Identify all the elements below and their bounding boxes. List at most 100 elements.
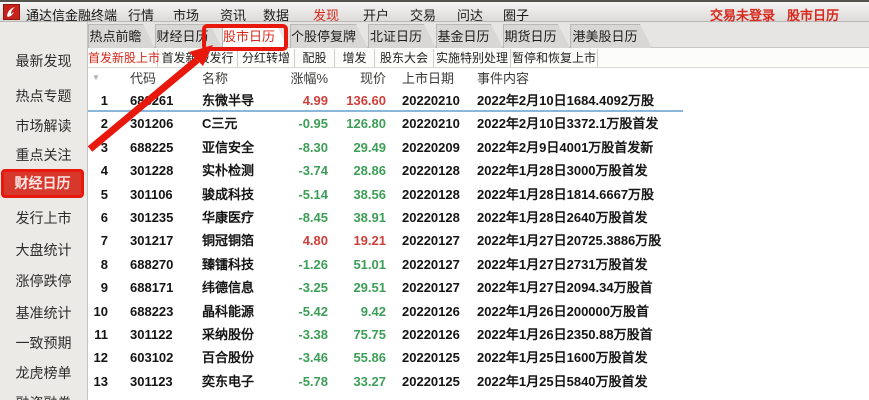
- cell-change: 4.80: [302, 233, 328, 249]
- sidebar-item-active[interactable]: 财经日历: [1, 169, 84, 198]
- cell-code: 301106: [130, 186, 173, 202]
- calendar-tab[interactable]: 港美股日历: [570, 24, 652, 48]
- table-header-row: ▼ 代码 名称 涨幅% 现价 上市日期 事件内容: [88, 68, 688, 89]
- calendar-tab[interactable]: 热点前瞻: [88, 24, 155, 48]
- cell-price: 38.56: [353, 186, 386, 202]
- table-row[interactable]: 13 301123 奕东电子 -5.78 33.27 20220125 2022年1月25日…: [88, 370, 683, 393]
- cell-price: 51.01: [353, 256, 386, 272]
- calendar-tab-bar: 热点前瞻 财经日历 股市日历 个股停复牌 北证日历 基金日历 期货日历 港美股日历: [88, 22, 869, 48]
- cell-name: 臻镭科技: [202, 256, 255, 272]
- cell-change: -3.25: [298, 280, 328, 296]
- cell-event: 2022年1月28日2640万股首发: [477, 210, 648, 225]
- sidebar-item[interactable]: 基准统计: [15, 305, 72, 321]
- table-row[interactable]: 14: [88, 393, 683, 400]
- col-header-date[interactable]: 上市日期: [402, 71, 455, 86]
- top-menu-item[interactable]: 行情: [128, 8, 155, 23]
- cell-change: -8.45: [298, 210, 328, 225]
- top-menu-item[interactable]: 发现: [313, 8, 340, 23]
- cell-change: -5.14: [298, 186, 328, 202]
- calendar-tab[interactable]: 基金日历: [436, 24, 503, 48]
- table-row[interactable]: 7 301217 铜冠铜箔 4.80 19.21 20220127 2022年1月27日20…: [88, 229, 683, 252]
- cell-date: 20220210: [402, 93, 460, 108]
- sort-descending-icon[interactable]: ▼: [92, 73, 100, 82]
- col-header-price[interactable]: 现价: [359, 71, 386, 86]
- cell-price: 38.91: [353, 210, 386, 225]
- sidebar-item[interactable]: 发行上市: [15, 210, 72, 226]
- subtab-item[interactable]: 分红转增: [238, 49, 295, 67]
- cell-name: 晶科能源: [202, 303, 255, 319]
- table-row[interactable]: 1 688261 东微半导 4.99 136.60 20220210 2022年2月10日1…: [88, 89, 683, 113]
- subtab-active[interactable]: 首发新股上市: [88, 49, 161, 67]
- sidebar-item[interactable]: 大盘统计: [15, 242, 72, 258]
- col-header-change[interactable]: 涨幅%: [290, 71, 328, 86]
- table-row[interactable]: 9 688171 纬德信息 -3.25 29.51 20220127 2022年1月27日2…: [88, 276, 683, 299]
- row-seq: 5: [100, 186, 108, 202]
- table-row[interactable]: 4 301228 实朴检测 -3.74 28.86 20220128 2022年1月28日3…: [88, 159, 683, 182]
- subtab-item[interactable]: 配股: [295, 49, 335, 67]
- cell-name: 铜冠铜箔: [202, 233, 255, 249]
- cell-event: 2022年1月27日2094.34万股首: [477, 280, 653, 296]
- sidebar-item[interactable]: 最新发现: [15, 53, 72, 69]
- cell-date: 20220127: [402, 280, 460, 296]
- cell-event: 2022年1月27日20725.3886万股: [477, 233, 662, 249]
- sidebar-item[interactable]: 涨停跌停: [15, 273, 72, 289]
- table-row[interactable]: 10 688223 晶科能源 -5.42 9.42 20220126 2022年1月26日2…: [88, 300, 683, 323]
- col-header-code[interactable]: 代码: [130, 71, 157, 86]
- cell-event: [477, 393, 683, 400]
- sidebar-item[interactable]: 龙虎榜单: [15, 365, 72, 381]
- calendar-tab[interactable]: 北证日历: [368, 24, 436, 48]
- row-seq: 6: [100, 210, 108, 225]
- calendar-tab[interactable]: 期货日历: [503, 24, 570, 48]
- col-header-event[interactable]: 事件内容: [477, 71, 530, 86]
- top-menu-item[interactable]: 问达: [457, 8, 484, 23]
- cell-change: -5.78: [298, 373, 328, 389]
- subtab-item[interactable]: 实施特别处理: [434, 49, 511, 67]
- cell-code: 301228: [130, 163, 174, 179]
- cell-name: 纬德信息: [202, 280, 255, 296]
- top-menu-item[interactable]: 开户: [363, 8, 390, 23]
- cell-event: 2022年1月27日2731万股首发: [477, 256, 648, 272]
- calendar-tab[interactable]: 财经日历: [155, 24, 222, 48]
- cell-code: 301217: [130, 233, 174, 249]
- cell-change: 4.99: [302, 93, 328, 108]
- subtab-item[interactable]: 股东大会: [375, 49, 434, 67]
- sidebar-item[interactable]: 融资融券: [0, 391, 87, 400]
- table-row[interactable]: 8 688270 臻镭科技 -1.26 51.01 20220127 2022年1月27日2…: [88, 253, 683, 276]
- table-row[interactable]: 2 301206 C三元 -0.95 126.80 20220210 2022年2月10日3…: [88, 112, 683, 135]
- stock-calendar-shortcut[interactable]: 股市日历: [787, 8, 840, 23]
- sidebar-item[interactable]: 一致预期: [15, 335, 72, 351]
- trade-login-status[interactable]: 交易未登录: [710, 8, 776, 23]
- cell-date: 20220128: [402, 163, 460, 179]
- cell-code: 688171: [130, 280, 174, 296]
- cell-code: 603102: [130, 350, 174, 366]
- sidebar-item[interactable]: 热点专题: [15, 88, 72, 104]
- cell-code: 688223: [130, 303, 174, 319]
- calendar-tab-active[interactable]: 股市日历: [222, 24, 288, 48]
- top-menu-item[interactable]: 交易: [410, 8, 437, 23]
- table-row[interactable]: 12 603102 百合股份 -3.46 55.86 20220125 2022年1月25日…: [88, 346, 683, 369]
- table-row[interactable]: 11 301122 采纳股份 -3.38 75.75 20220126 2022年1月26日…: [88, 323, 683, 346]
- cell-change: -3.46: [298, 350, 328, 366]
- subtab-item[interactable]: 增发: [335, 49, 375, 67]
- subtab-item[interactable]: 首发新股发行: [158, 49, 238, 67]
- top-menu-item[interactable]: 数据: [263, 8, 290, 23]
- row-seq: 12: [93, 350, 108, 366]
- table-row[interactable]: 5 301106 骏成科技 -5.14 38.56 20220128 2022年1月28日1…: [88, 183, 683, 206]
- calendar-tab[interactable]: 个股停复牌: [290, 24, 368, 48]
- top-menu-item[interactable]: 市场: [173, 8, 200, 23]
- cell-change: -0.95: [298, 116, 328, 132]
- top-menu-item[interactable]: 资讯: [220, 8, 247, 23]
- row-seq: 13: [93, 373, 108, 389]
- cell-price: 126.80: [346, 116, 386, 132]
- table-row[interactable]: 6 301235 华康医疗 -8.45 38.91 20220128 2022年1月28日2…: [88, 206, 683, 229]
- cell-change: [248, 393, 328, 400]
- subtab-item[interactable]: 暂停和恢复上市: [511, 49, 598, 67]
- cell-date: 20220126: [402, 303, 460, 319]
- sidebar-item[interactable]: 市场解读: [15, 118, 72, 134]
- sidebar-item[interactable]: 重点关注: [15, 147, 72, 163]
- col-header-name[interactable]: 名称: [202, 71, 229, 86]
- table-row[interactable]: 3 688225 亚信安全 -8.30 29.49 20220209 2022年2月9日40…: [88, 136, 683, 159]
- cell-code: 688261: [130, 93, 174, 108]
- top-menu-item[interactable]: 圈子: [503, 8, 530, 23]
- subtab-bar: 首发新股上市 首发新股发行 分红转增 配股 增发 股东大会 实施特别处理 暂停和恢复上市: [88, 48, 869, 68]
